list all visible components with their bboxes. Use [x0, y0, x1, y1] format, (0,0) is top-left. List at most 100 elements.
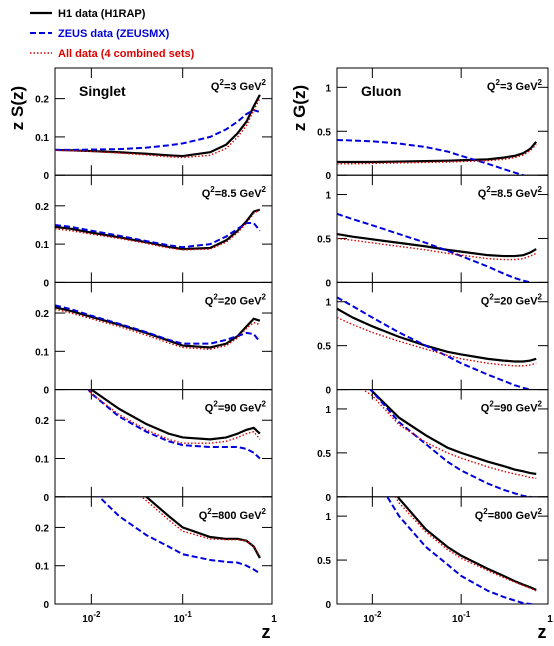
- panel-frame: [336, 496, 549, 605]
- annotation-superscript: 2: [262, 185, 267, 194]
- x-tick-label: 1: [271, 614, 277, 625]
- plot-area: [55, 208, 261, 251]
- series-line: [55, 208, 261, 251]
- panel-annotation: Q2=8.5 GeV2: [202, 185, 267, 200]
- annotation-superscript: 2: [495, 78, 500, 87]
- series-line: [337, 212, 534, 283]
- annotation-text: =90 GeV: [494, 403, 538, 415]
- x-tick-exponent: -1: [185, 610, 193, 619]
- panel-annotation: Q2=20 GeV2: [205, 292, 267, 307]
- y-tick-label: 0.5: [317, 556, 331, 567]
- annotation-text: =90 GeV: [218, 403, 262, 415]
- annotation-superscript: 2: [489, 292, 494, 301]
- series-line: [97, 496, 261, 575]
- panel-annotation: Q2=90 GeV2: [481, 400, 543, 415]
- x-axis-label: z: [538, 622, 547, 642]
- x-tick-base: 10: [452, 614, 464, 625]
- annotation-superscript: 2: [262, 78, 267, 87]
- annotation-superscript: 2: [207, 507, 212, 516]
- annotation-text: Q: [199, 510, 208, 522]
- y-tick-label: 0: [43, 278, 49, 289]
- x-tick-base: 10: [82, 614, 94, 625]
- y-tick-label: 0: [43, 493, 49, 504]
- annotation-superscript: 2: [538, 78, 543, 87]
- panel-annotation: Q2=800 GeV2: [475, 507, 543, 522]
- series-line: [55, 222, 261, 249]
- series-line: [337, 307, 537, 363]
- plot-area: [55, 304, 261, 351]
- y-tick-label: 0.1: [35, 562, 49, 573]
- series-line: [394, 496, 537, 592]
- y-tick-label: 0: [43, 386, 49, 397]
- annotation-text: =3 GeV: [500, 81, 538, 93]
- series-line: [144, 496, 261, 559]
- y-tick-label: 1: [325, 512, 331, 523]
- y-tick-label: 0.1: [35, 347, 49, 358]
- annotation-superscript: 2: [262, 292, 267, 301]
- y-tick-label: 0.2: [35, 95, 49, 106]
- annotation-text: =800 GeV: [488, 510, 539, 522]
- y-tick-label: 1: [325, 405, 331, 416]
- panel-frame: [54, 496, 273, 605]
- annotation-text: Q: [211, 81, 220, 93]
- y-tick-label: 1: [325, 83, 331, 94]
- plot-area: [87, 389, 261, 460]
- x-tick-exponent: -2: [93, 610, 101, 619]
- x-tick-exponent: -1: [463, 610, 471, 619]
- annotation-text: =3 GeV: [224, 81, 262, 93]
- annotation-superscript: 2: [538, 400, 543, 409]
- series-line: [337, 143, 537, 165]
- series-line: [55, 308, 261, 351]
- annotation-superscript: 2: [262, 400, 267, 409]
- y-tick-label: 0: [325, 493, 331, 504]
- series-line: [337, 296, 534, 390]
- y-axis-label: z S(z): [8, 86, 27, 130]
- panel-annotation: Q2=3 GeV2: [211, 78, 267, 93]
- series-line: [87, 389, 261, 444]
- panel-annotation: Q2=8.5 GeV2: [478, 185, 543, 200]
- annotation-superscript: 2: [486, 185, 491, 194]
- y-tick-label: 0.5: [317, 342, 331, 353]
- annotation-text: Q: [205, 403, 214, 415]
- annotation-text: Q: [487, 81, 496, 93]
- series-line: [140, 496, 261, 557]
- panel-annotation: Q2=3 GeV2: [487, 78, 543, 93]
- y-tick-label: 0.1: [35, 133, 49, 144]
- legend-label: ZEUS data (ZEUSMX): [58, 28, 170, 40]
- y-tick-label: 0: [43, 600, 49, 611]
- series-line: [368, 389, 534, 497]
- panel-title: Gluon: [361, 83, 401, 99]
- x-tick-base: 10: [174, 614, 186, 625]
- annotation-text: =20 GeV: [494, 295, 538, 307]
- annotation-text: Q: [475, 510, 484, 522]
- series-line: [55, 98, 261, 159]
- plot-area: [337, 296, 537, 390]
- annotation-text: Q: [478, 188, 487, 200]
- y-tick-label: 0: [325, 600, 331, 611]
- y-tick-label: 1: [325, 191, 331, 202]
- x-tick-label: 10-2: [82, 610, 101, 625]
- series-line: [337, 316, 537, 367]
- y-tick-label: 0: [325, 386, 331, 397]
- annotation-superscript: 2: [538, 507, 543, 516]
- panel-annotation: Q2=20 GeV2: [481, 292, 543, 307]
- y-tick-label: 0.1: [35, 240, 49, 251]
- annotation-superscript: 2: [489, 400, 494, 409]
- plot-area: [337, 212, 537, 283]
- y-tick-label: 0: [325, 278, 331, 289]
- y-tick-label: 0.2: [35, 523, 49, 534]
- y-tick-label: 0.2: [35, 202, 49, 213]
- y-tick-label: 0.5: [317, 234, 331, 245]
- y-tick-label: 0: [325, 171, 331, 182]
- annotation-text: Q: [205, 295, 214, 307]
- x-tick-label: 1: [547, 614, 553, 625]
- annotation-superscript: 2: [213, 400, 218, 409]
- series-line: [87, 389, 261, 460]
- series-line: [396, 496, 537, 591]
- annotation-text: =8.5 GeV: [215, 188, 262, 200]
- x-tick-label: 10-1: [452, 610, 471, 625]
- series-line: [337, 237, 537, 261]
- y-tick-label: 1: [325, 298, 331, 309]
- series-line: [55, 304, 261, 345]
- annotation-superscript: 2: [210, 185, 215, 194]
